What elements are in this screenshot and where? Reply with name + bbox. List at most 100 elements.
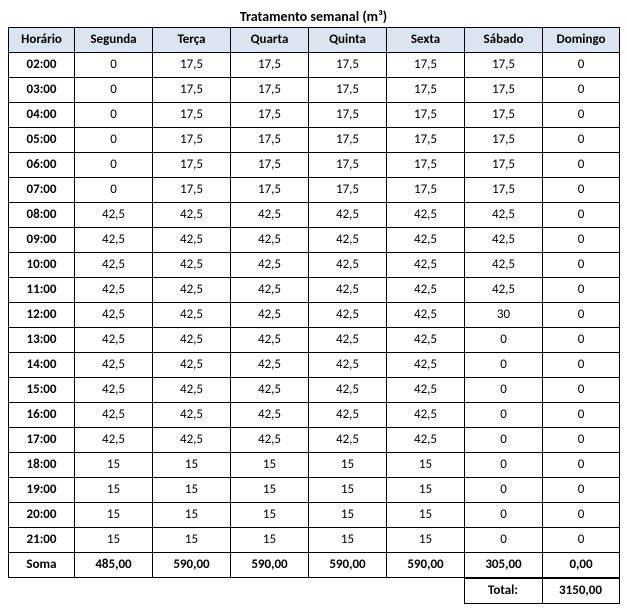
value-cell: 0 bbox=[543, 478, 620, 503]
value-cell: 15 bbox=[309, 453, 387, 478]
value-cell: 17,5 bbox=[387, 53, 465, 78]
value-cell: 42,5 bbox=[309, 203, 387, 228]
value-cell: 17,5 bbox=[309, 153, 387, 178]
value-cell: 42,5 bbox=[231, 378, 309, 403]
value-cell: 0 bbox=[543, 353, 620, 378]
value-cell: 17,5 bbox=[153, 103, 231, 128]
sum-value-cell: 590,00 bbox=[231, 553, 309, 578]
value-cell: 17,5 bbox=[153, 128, 231, 153]
value-cell: 0 bbox=[75, 103, 153, 128]
value-cell: 15 bbox=[309, 528, 387, 553]
sum-value-cell: 485,00 bbox=[75, 553, 153, 578]
table-row: 13:0042,542,542,542,542,500 bbox=[9, 328, 620, 353]
value-cell: 17,5 bbox=[387, 78, 465, 103]
table-title: Tratamento semanal (m³) bbox=[8, 8, 619, 25]
total-row: Total: 3150,00 bbox=[8, 578, 619, 604]
value-cell: 17,5 bbox=[387, 178, 465, 203]
value-cell: 42,5 bbox=[75, 278, 153, 303]
table-row: 14:0042,542,542,542,542,500 bbox=[9, 353, 620, 378]
value-cell: 17,5 bbox=[465, 178, 543, 203]
value-cell: 0 bbox=[543, 378, 620, 403]
value-cell: 42,5 bbox=[309, 328, 387, 353]
value-cell: 42,5 bbox=[231, 303, 309, 328]
table-row: 15:0042,542,542,542,542,500 bbox=[9, 378, 620, 403]
value-cell: 42,5 bbox=[153, 403, 231, 428]
value-cell: 42,5 bbox=[153, 228, 231, 253]
sum-value-cell: 0,00 bbox=[543, 553, 620, 578]
value-cell: 17,5 bbox=[309, 103, 387, 128]
value-cell: 15 bbox=[153, 453, 231, 478]
value-cell: 42,5 bbox=[387, 303, 465, 328]
value-cell: 42,5 bbox=[465, 228, 543, 253]
value-cell: 17,5 bbox=[153, 78, 231, 103]
table-row: 18:00151515151500 bbox=[9, 453, 620, 478]
value-cell: 0 bbox=[75, 178, 153, 203]
value-cell: 15 bbox=[75, 528, 153, 553]
value-cell: 17,5 bbox=[309, 78, 387, 103]
value-cell: 0 bbox=[465, 378, 543, 403]
value-cell: 17,5 bbox=[465, 153, 543, 178]
value-cell: 42,5 bbox=[309, 353, 387, 378]
table-row: 09:0042,542,542,542,542,542,50 bbox=[9, 228, 620, 253]
value-cell: 42,5 bbox=[465, 278, 543, 303]
value-cell: 0 bbox=[543, 178, 620, 203]
value-cell: 42,5 bbox=[387, 378, 465, 403]
value-cell: 42,5 bbox=[231, 353, 309, 378]
value-cell: 15 bbox=[231, 528, 309, 553]
value-cell: 0 bbox=[543, 328, 620, 353]
value-cell: 42,5 bbox=[75, 328, 153, 353]
value-cell: 15 bbox=[309, 503, 387, 528]
hour-cell: 19:00 bbox=[9, 478, 75, 503]
table-row: 10:0042,542,542,542,542,542,50 bbox=[9, 253, 620, 278]
value-cell: 17,5 bbox=[231, 178, 309, 203]
value-cell: 42,5 bbox=[75, 428, 153, 453]
sum-value-cell: 305,00 bbox=[465, 553, 543, 578]
col-header: Quarta bbox=[231, 28, 309, 53]
table-body: 02:00017,517,517,517,517,5003:00017,517,… bbox=[9, 53, 620, 578]
value-cell: 42,5 bbox=[465, 203, 543, 228]
value-cell: 42,5 bbox=[387, 278, 465, 303]
value-cell: 17,5 bbox=[465, 128, 543, 153]
value-cell: 42,5 bbox=[153, 203, 231, 228]
table-row: 16:0042,542,542,542,542,500 bbox=[9, 403, 620, 428]
value-cell: 42,5 bbox=[309, 428, 387, 453]
table-row: 06:00017,517,517,517,517,50 bbox=[9, 153, 620, 178]
value-cell: 42,5 bbox=[75, 403, 153, 428]
value-cell: 0 bbox=[543, 253, 620, 278]
value-cell: 0 bbox=[465, 453, 543, 478]
value-cell: 17,5 bbox=[387, 153, 465, 178]
table-row: 08:0042,542,542,542,542,542,50 bbox=[9, 203, 620, 228]
value-cell: 42,5 bbox=[231, 253, 309, 278]
value-cell: 15 bbox=[231, 453, 309, 478]
hour-cell: 20:00 bbox=[9, 503, 75, 528]
value-cell: 42,5 bbox=[75, 203, 153, 228]
value-cell: 42,5 bbox=[231, 403, 309, 428]
hour-cell: 13:00 bbox=[9, 328, 75, 353]
total-spacer bbox=[8, 579, 74, 604]
total-spacer bbox=[386, 579, 464, 604]
table-header-row: HorárioSegundaTerçaQuartaQuintaSextaSába… bbox=[9, 28, 620, 53]
hour-cell: 05:00 bbox=[9, 128, 75, 153]
value-cell: 42,5 bbox=[387, 403, 465, 428]
value-cell: 0 bbox=[543, 103, 620, 128]
value-cell: 0 bbox=[75, 53, 153, 78]
col-header: Domingo bbox=[543, 28, 620, 53]
value-cell: 0 bbox=[543, 528, 620, 553]
value-cell: 15 bbox=[387, 453, 465, 478]
value-cell: 0 bbox=[543, 428, 620, 453]
hour-cell: 04:00 bbox=[9, 103, 75, 128]
value-cell: 42,5 bbox=[75, 303, 153, 328]
value-cell: 15 bbox=[75, 478, 153, 503]
value-cell: 15 bbox=[231, 478, 309, 503]
value-cell: 15 bbox=[75, 503, 153, 528]
value-cell: 42,5 bbox=[231, 328, 309, 353]
value-cell: 30 bbox=[465, 303, 543, 328]
sum-value-cell: 590,00 bbox=[153, 553, 231, 578]
value-cell: 0 bbox=[543, 78, 620, 103]
value-cell: 0 bbox=[465, 503, 543, 528]
value-cell: 15 bbox=[387, 478, 465, 503]
col-header: Terça bbox=[153, 28, 231, 53]
value-cell: 0 bbox=[543, 153, 620, 178]
value-cell: 42,5 bbox=[153, 278, 231, 303]
value-cell: 15 bbox=[153, 528, 231, 553]
